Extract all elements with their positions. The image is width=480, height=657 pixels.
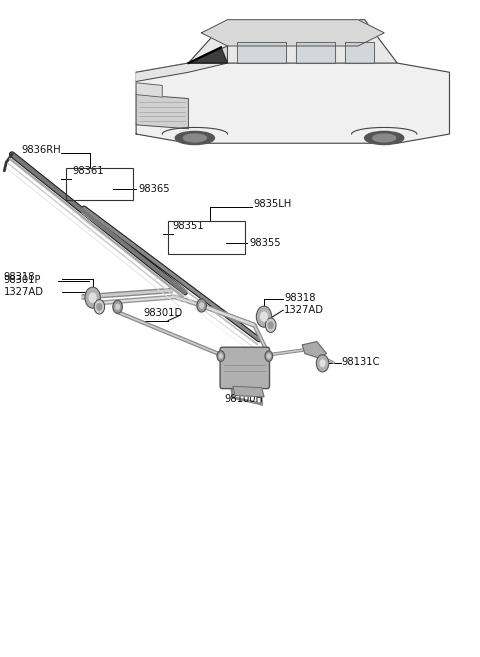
Polygon shape [237, 42, 286, 63]
Text: 98351: 98351 [173, 221, 204, 231]
Circle shape [94, 300, 105, 314]
Circle shape [261, 312, 267, 321]
Text: 98131C: 98131C [342, 357, 380, 367]
Polygon shape [136, 63, 449, 143]
Circle shape [200, 303, 204, 308]
Circle shape [116, 304, 120, 309]
Circle shape [197, 299, 206, 312]
Polygon shape [345, 42, 374, 63]
Ellipse shape [175, 131, 215, 145]
Polygon shape [136, 95, 188, 129]
Circle shape [268, 322, 273, 328]
Bar [66, 168, 133, 200]
Ellipse shape [373, 134, 396, 142]
Circle shape [85, 287, 100, 308]
Circle shape [219, 354, 222, 358]
Circle shape [320, 360, 325, 367]
Bar [168, 221, 245, 254]
Text: 98361: 98361 [72, 166, 104, 176]
Circle shape [113, 300, 122, 313]
Polygon shape [188, 47, 228, 63]
Text: 98355: 98355 [250, 238, 281, 248]
Circle shape [217, 351, 225, 361]
Text: 98301P: 98301P [4, 275, 41, 285]
Circle shape [267, 354, 270, 358]
Circle shape [316, 355, 329, 372]
Text: 98318: 98318 [284, 292, 316, 303]
Text: 1327AD: 1327AD [284, 305, 324, 315]
Text: 98301D: 98301D [143, 307, 182, 318]
Text: 98365: 98365 [138, 184, 170, 194]
Circle shape [265, 318, 276, 332]
Polygon shape [202, 20, 384, 46]
Circle shape [265, 351, 273, 361]
Circle shape [256, 306, 272, 327]
Text: 98318: 98318 [4, 272, 36, 283]
Circle shape [97, 304, 102, 310]
Ellipse shape [183, 134, 206, 142]
Ellipse shape [365, 131, 404, 145]
Polygon shape [188, 46, 228, 63]
Polygon shape [233, 386, 264, 397]
Text: 9836RH: 9836RH [22, 145, 61, 155]
Polygon shape [188, 20, 397, 63]
Polygon shape [136, 63, 228, 81]
Text: 1327AD: 1327AD [4, 286, 44, 297]
Polygon shape [296, 42, 335, 63]
Text: 98100H: 98100H [225, 394, 264, 404]
Polygon shape [136, 83, 162, 97]
Polygon shape [302, 342, 326, 358]
Circle shape [89, 293, 96, 302]
Text: 9835LH: 9835LH [253, 198, 292, 209]
FancyBboxPatch shape [220, 348, 270, 389]
